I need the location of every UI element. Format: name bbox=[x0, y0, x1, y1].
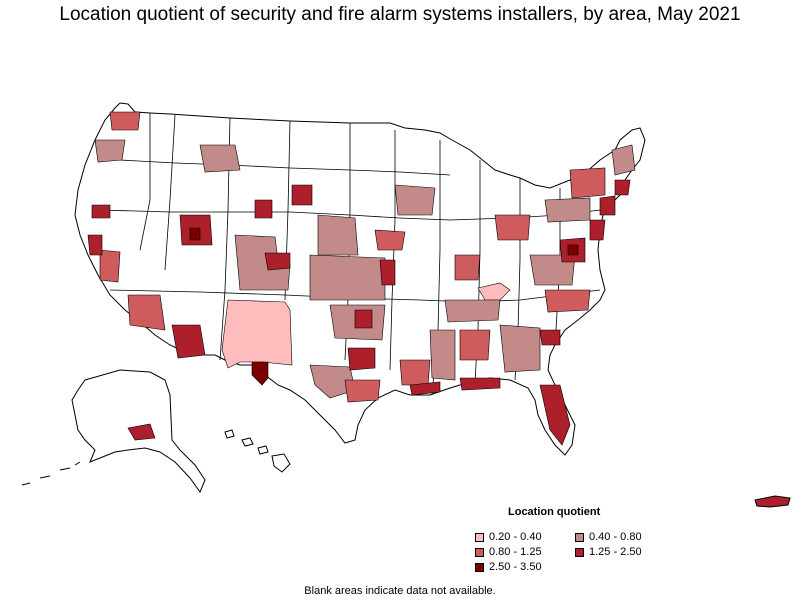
area-mississippi-coast bbox=[409, 381, 441, 396]
legend-swatch bbox=[475, 562, 484, 572]
area-boston bbox=[614, 179, 631, 196]
legend-item-0-20-0-40: 0.20 - 0.40 bbox=[475, 531, 542, 543]
area-st-louis bbox=[379, 259, 396, 286]
area-louisiana bbox=[399, 359, 431, 386]
area-pennsylvania bbox=[544, 197, 591, 223]
area-southern-california bbox=[99, 249, 121, 283]
legend-item-1-25-2-50: 1.25 - 2.50 bbox=[575, 546, 642, 558]
area-washington bbox=[109, 111, 141, 131]
area-arizona-north bbox=[127, 294, 166, 331]
area-denver bbox=[264, 252, 291, 271]
area-iowa bbox=[394, 184, 436, 216]
area-dallas bbox=[347, 347, 376, 371]
area-phoenix bbox=[171, 324, 206, 359]
area-el-paso bbox=[251, 361, 269, 386]
area-georgia-nonmetro bbox=[499, 324, 541, 373]
area-nonmetro-new-mexico bbox=[221, 299, 293, 369]
area-bay-area bbox=[87, 234, 103, 256]
area-alabama bbox=[459, 329, 491, 361]
legend-item-2-50-3-50: 2.50 - 3.50 bbox=[475, 561, 542, 573]
area-new-york bbox=[569, 167, 606, 199]
area-mississippi bbox=[429, 329, 456, 381]
aleutian-islands bbox=[21, 461, 81, 486]
area-wyoming bbox=[254, 199, 273, 219]
area-rapid-city bbox=[291, 184, 313, 206]
area-illinois bbox=[454, 254, 481, 281]
area-virginia-nonmetro bbox=[529, 254, 576, 286]
legend-label: 2.50 - 3.50 bbox=[489, 561, 542, 573]
puerto-rico bbox=[754, 495, 791, 508]
area-salt-lake bbox=[189, 227, 201, 241]
area-anchorage bbox=[127, 423, 156, 441]
map-title: Location quotient of security and fire a… bbox=[59, 4, 741, 25]
legend-swatch bbox=[475, 547, 484, 557]
area-west-texas bbox=[309, 364, 356, 399]
legend-label: 0.40 - 0.80 bbox=[589, 531, 642, 543]
legend-swatch bbox=[475, 532, 484, 542]
area-tennessee-nonmetro bbox=[444, 299, 501, 323]
legend-label: 0.80 - 1.25 bbox=[489, 546, 542, 558]
area-gulf-florida bbox=[459, 377, 501, 391]
footnote: Blank areas indicate data not available. bbox=[304, 585, 496, 597]
legend-swatch bbox=[575, 547, 584, 557]
legend-label: 0.20 - 0.40 bbox=[489, 531, 542, 543]
area-fills bbox=[87, 111, 636, 446]
area-florida bbox=[539, 384, 571, 446]
area-north-carolina bbox=[544, 289, 591, 313]
area-new-jersey bbox=[589, 219, 606, 241]
legend-item-0-40-0-80: 0.40 - 0.80 bbox=[575, 531, 642, 543]
area-nonmetro-kentucky bbox=[477, 282, 511, 301]
legend-swatch bbox=[575, 532, 584, 542]
area-montana-central bbox=[199, 144, 241, 173]
legend-title: Location quotient bbox=[508, 506, 601, 518]
area-new-england bbox=[599, 195, 616, 216]
area-nonmetro-kansas bbox=[309, 254, 386, 301]
area-south-carolina bbox=[539, 329, 561, 346]
area-ohio bbox=[494, 214, 531, 241]
area-missouri bbox=[374, 229, 406, 251]
legend-item-0-80-1-25: 0.80 - 1.25 bbox=[475, 546, 542, 558]
area-tulsa bbox=[354, 309, 373, 329]
legend-label: 1.25 - 2.50 bbox=[589, 546, 642, 558]
area-reno bbox=[91, 204, 111, 219]
hawaii-islands bbox=[224, 429, 291, 473]
area-texas-central bbox=[344, 379, 381, 403]
area-maine-nonmetro bbox=[611, 144, 636, 176]
area-mclean-va bbox=[567, 244, 579, 256]
area-oregon bbox=[94, 139, 126, 163]
area-nonmetro-eastern-kansas bbox=[317, 214, 359, 256]
